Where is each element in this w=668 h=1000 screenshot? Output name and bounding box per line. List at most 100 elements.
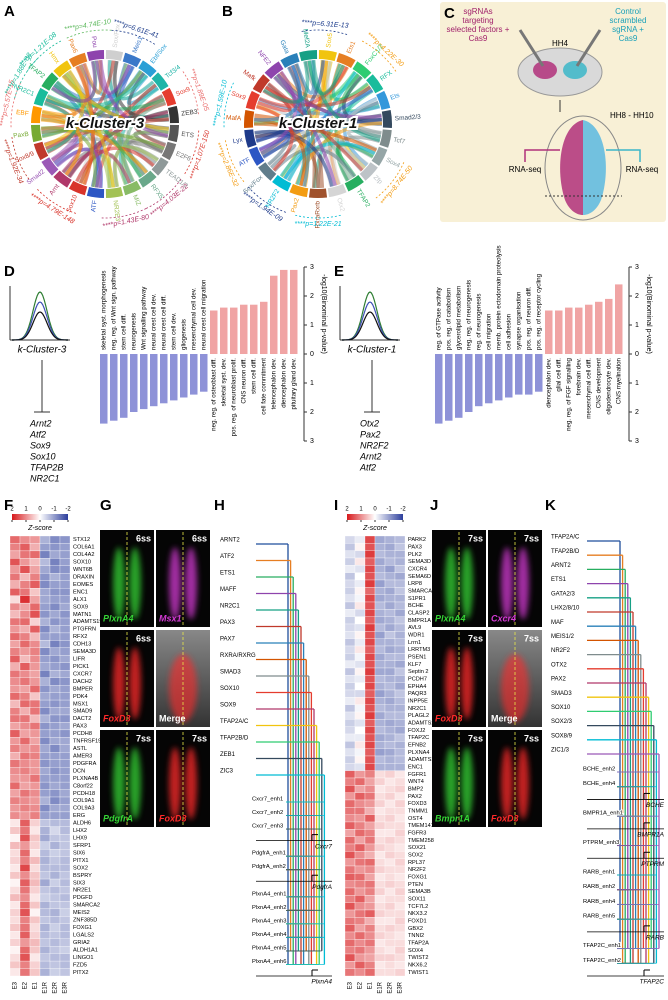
term-label: neural crest cell dev.: [150, 293, 157, 350]
circos-segment: [308, 188, 328, 199]
heatmap-cell: [384, 763, 396, 771]
heatmap-cell: [384, 785, 396, 793]
heatmap-cell: [364, 565, 376, 573]
heatmap-cell: [374, 829, 386, 837]
stain-label: FoxD3: [491, 813, 519, 823]
heatmap-cell: [344, 616, 356, 625]
gene-label: ALDH6: [73, 821, 91, 827]
gene-label: FZD5: [73, 962, 87, 968]
gene-label: BCHE: [646, 802, 665, 809]
heatmap-cell: [39, 811, 51, 820]
factor-label: GATA2/3: [551, 591, 575, 597]
heatmap-cell: [384, 755, 396, 764]
heatmap-cell: [364, 887, 376, 896]
heatmap-cell: [9, 968, 21, 977]
heatmap-cell: [39, 901, 51, 910]
heatmap-cell: [59, 699, 71, 708]
heatmap-cell: [49, 655, 61, 663]
heatmap-cell: [39, 692, 51, 701]
bar: [565, 307, 573, 354]
heatmap-cell: [394, 535, 406, 544]
stain-label: PdgfrA: [103, 813, 133, 823]
gene-label: MEIS2: [73, 910, 90, 916]
bar: [465, 354, 473, 412]
heatmap-cell: [354, 711, 366, 720]
segment-label: ETS: [181, 131, 195, 140]
heatmap-cell: [49, 849, 61, 857]
segment-label: Mafk: [241, 69, 257, 83]
heatmap-cell: [384, 777, 396, 786]
heatmap-cell: [9, 610, 21, 619]
heatmap-cell: [19, 558, 31, 566]
gene-label: EFNB2: [408, 742, 426, 748]
p-value: ****p=1.43E-80: [102, 214, 150, 231]
heatmap-cell: [354, 755, 366, 764]
chord: [283, 141, 376, 180]
heatmap-cell: [49, 834, 61, 842]
heatmap-cell: [364, 799, 376, 808]
gene-label: MSX1: [73, 701, 88, 707]
heatmap-cell: [9, 916, 21, 924]
gene-label: CXCR4: [408, 566, 427, 572]
heatmap-cell: [364, 895, 376, 903]
heatmap-cell: [354, 792, 366, 801]
heatmap-cell: [364, 851, 376, 859]
heatmap-cell: [9, 826, 21, 835]
heatmap-cell: [19, 752, 31, 760]
heatmap-cell: [394, 748, 406, 757]
factor-label: ETS1: [551, 577, 567, 583]
heatmap-cell: [19, 677, 31, 686]
segment-label: MIZ: [131, 194, 142, 207]
gene-label: S1PR1: [408, 596, 426, 602]
heatmap-cell: [354, 704, 366, 713]
panel-label: F: [4, 497, 13, 514]
heatmap-cell: [39, 722, 51, 731]
pipette: [575, 29, 602, 67]
circos-segment: [252, 74, 270, 94]
heatmap-cell: [354, 931, 366, 940]
circos-segment: [366, 74, 384, 94]
heatmap-cell: [39, 886, 51, 895]
heatmap-cell: [59, 938, 71, 947]
chord: [41, 70, 143, 139]
heatmap-cell: [39, 588, 51, 596]
heatmap-cell: [29, 849, 41, 857]
heatmap-cell: [9, 670, 21, 678]
heatmap-cell: [59, 759, 71, 768]
heatmap-cell: [59, 789, 71, 798]
heatmap-cell: [9, 640, 21, 649]
heatmap-cell: [59, 968, 71, 977]
heatmap-cell: [59, 610, 71, 619]
heatmap-cell: [19, 670, 31, 678]
segment-label: Pax2: [290, 197, 301, 214]
heatmap-cell: [374, 836, 386, 845]
heatmap-cell: [49, 819, 61, 827]
segment-label: Ebf/Sox: [149, 42, 169, 65]
heatmap-cell: [29, 550, 41, 559]
heatmap-cell: [19, 849, 31, 857]
gene-label: TMEM258: [408, 838, 434, 844]
cluster-label: k-Cluster-3: [18, 345, 67, 356]
panel-label: J: [430, 497, 438, 514]
heatmap-cell: [394, 631, 406, 639]
heatmap-cell: [354, 865, 366, 874]
gene-label: PSEN1: [408, 654, 426, 660]
heatmap-cell: [19, 819, 31, 827]
gene-label: PAQR3: [408, 691, 427, 697]
heatmap-cell: [59, 588, 71, 596]
gene-label: TNNI2: [408, 933, 424, 939]
gene-label: SOX11: [408, 896, 426, 902]
stage-label: HH8 - HH10: [610, 111, 654, 120]
chord: [99, 60, 169, 138]
enhancer-label: TFAP2C_enh2: [583, 958, 621, 964]
heatmap-cell: [364, 902, 376, 911]
heatmap-cell: [364, 711, 376, 720]
heatmap-cell: [394, 836, 406, 845]
term-label: CNS development: [595, 358, 602, 408]
chord: [41, 64, 90, 119]
colorbar-tick-label: -1: [51, 507, 57, 513]
signal: [169, 747, 181, 820]
gene-label: ERG: [73, 813, 85, 819]
heatmap-cell: [49, 968, 61, 977]
factor-label: PAX3: [220, 620, 236, 626]
